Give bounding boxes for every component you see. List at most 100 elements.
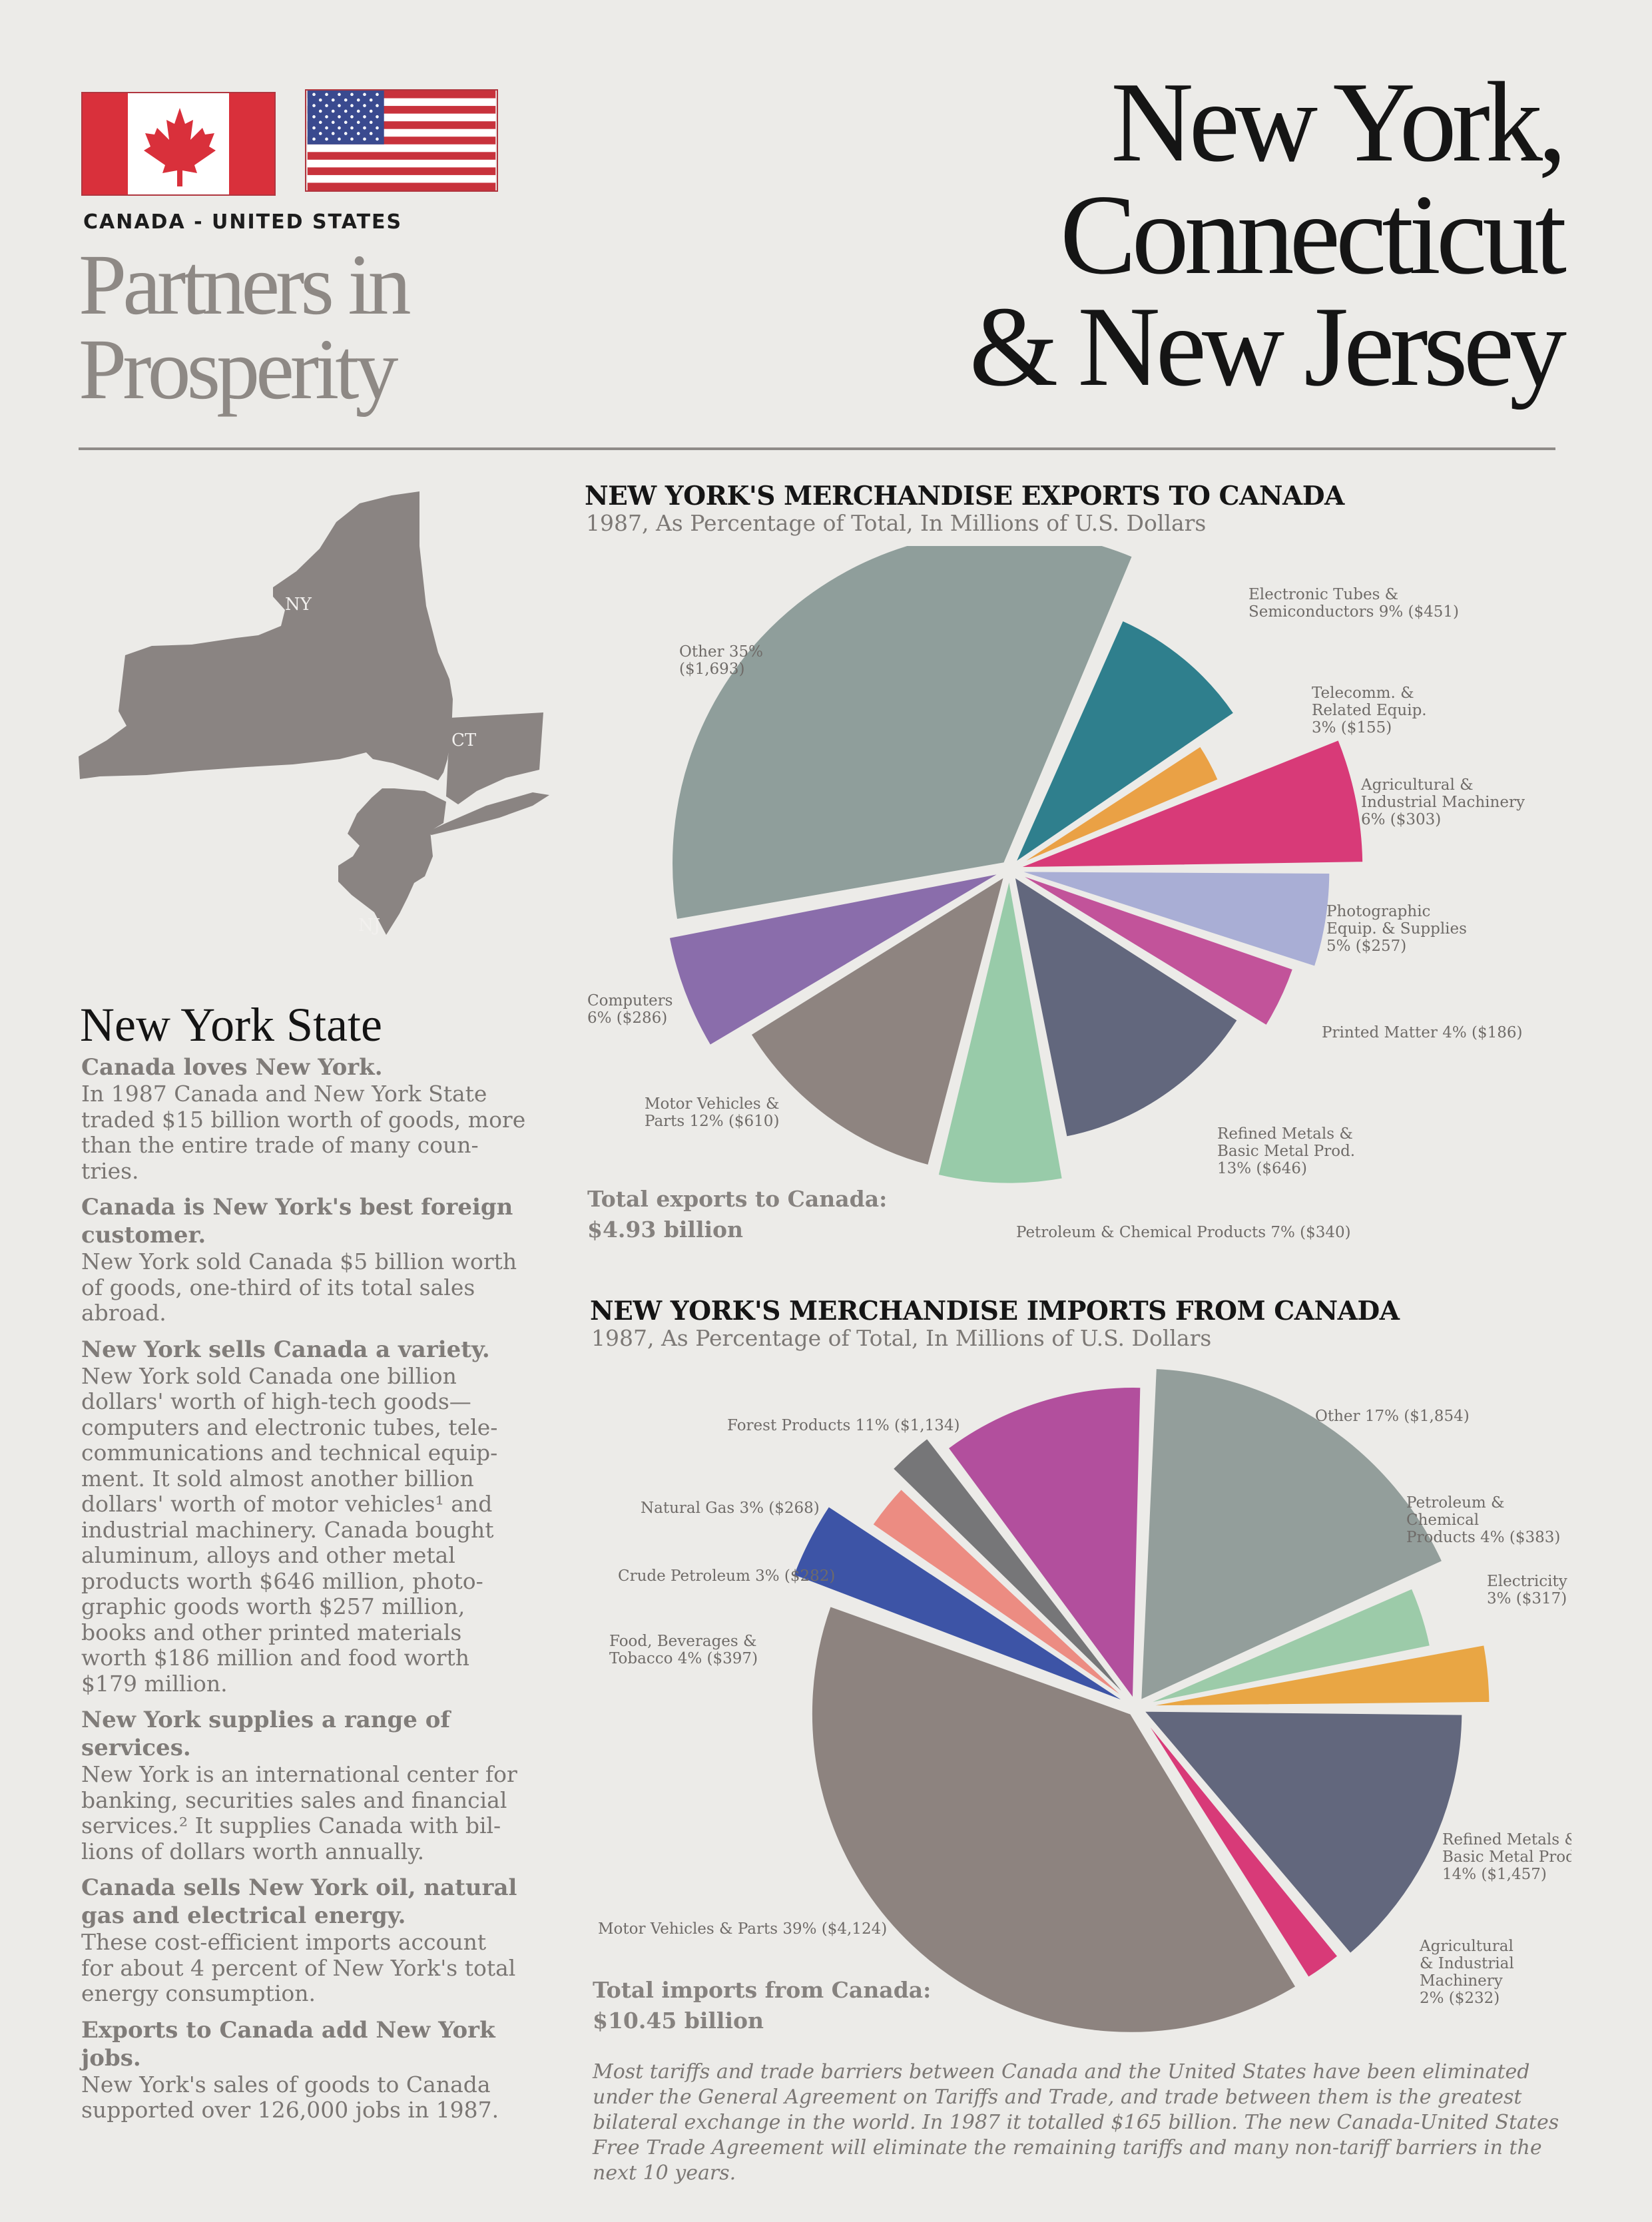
heading-line: Canada sells New York oil, natural bbox=[81, 1874, 517, 1901]
slice-label-line: Basic Metal Prod. bbox=[1217, 1143, 1355, 1160]
footnote-line: Free Trade Agreement will eliminate the … bbox=[593, 2136, 1542, 2159]
slice-label-line: Related Equip. bbox=[1312, 702, 1427, 719]
pie-slice-petroleum-chemical-products bbox=[936, 877, 1065, 1185]
imports-total-label: Total imports from Canada: bbox=[593, 1977, 932, 2003]
pie-slice-refined-metals-basic-metal-prod bbox=[1012, 874, 1240, 1139]
heading-line: New York sells Canada a variety. bbox=[81, 1336, 490, 1363]
map-label-nj: NJ bbox=[358, 916, 380, 936]
slice-label-line: 3% ($155) bbox=[1312, 719, 1392, 736]
slice-label: Petroleum & Chemical Products 7% ($340) bbox=[1016, 1224, 1351, 1241]
slice-label: Refined Metals & Basic Metal Prod. 13% ($6… bbox=[1217, 1125, 1355, 1177]
exports-total-value: $4.93 billion bbox=[587, 1217, 744, 1243]
pie-slice-printed-matter bbox=[1016, 872, 1295, 1028]
slice-label-line: Products 4% ($383) bbox=[1406, 1529, 1560, 1546]
pie-slice-photographic-equip-supplies bbox=[1017, 870, 1332, 969]
slice-label: Other 17% ($1,854) bbox=[1315, 1408, 1470, 1425]
body-line: of goods, one-third of its total sales bbox=[81, 1274, 475, 1300]
long-island-shape bbox=[426, 792, 549, 835]
body-line: tries. bbox=[81, 1157, 139, 1184]
slice-label: Agricultural & Industrial Machinery 6% ($3… bbox=[1360, 776, 1525, 828]
maple-leaf-icon bbox=[144, 108, 216, 186]
body-line: communications and technical equip- bbox=[81, 1440, 498, 1466]
body-line: traded $15 billion worth of goods, more bbox=[81, 1106, 526, 1133]
body-line: New York sold Canada one billion bbox=[81, 1362, 457, 1389]
united-states-flag bbox=[305, 89, 498, 192]
body-line: aluminum, alloys and other metal bbox=[81, 1542, 455, 1568]
exports-total: Total exports to Canada: $4.93 billion bbox=[587, 1184, 887, 1245]
body-line: These cost-efficient imports account bbox=[81, 1929, 487, 1955]
left-column-text: Canada loves New York. In 1987 Canada and… bbox=[81, 1053, 561, 2123]
slice-label-line: Forest Products 11% ($1,134) bbox=[727, 1417, 960, 1434]
pie-slice-petroleum-chemical-products bbox=[1143, 1586, 1432, 1706]
slice-label-line: 6% ($286) bbox=[587, 1009, 667, 1027]
slice-label-line: 14% ($1,457) bbox=[1442, 1866, 1547, 1883]
slice-label-line: Motor Vehicles & bbox=[645, 1095, 780, 1113]
slice-label-line: Agricultural & bbox=[1360, 776, 1474, 794]
body-line: books and other printed materials bbox=[81, 1619, 462, 1645]
imports-pie-chart: Other 17% ($1,854) Petroleum & Chemical Pro… bbox=[598, 1366, 1571, 2034]
body-line: products worth $646 million, photo- bbox=[81, 1567, 483, 1594]
slice-label-line: 2% ($232) bbox=[1420, 1990, 1500, 2007]
connecticut-shape bbox=[446, 712, 543, 804]
paragraph-body: In 1987 Canada and New York State traded … bbox=[81, 1081, 561, 1184]
pie-slice-forest-products bbox=[946, 1386, 1143, 1703]
body-line: for about 4 percent of New York's total bbox=[81, 1954, 516, 1981]
body-line: supported over 126,000 jobs in 1987. bbox=[81, 2097, 499, 2123]
body-line: computers and electronic tubes, tele- bbox=[81, 1414, 498, 1440]
slice-label: Agricultural & Industrial Machinery 2% ($23… bbox=[1419, 1938, 1514, 2007]
slice-label: Printed Matter 4% ($186) bbox=[1322, 1024, 1522, 1041]
body-line: abroad. bbox=[81, 1300, 166, 1326]
body-line: than the entire trade of many coun- bbox=[81, 1132, 479, 1158]
body-line: New York is an international center for bbox=[81, 1761, 517, 1787]
pie-slice-motor-vehicles-parts bbox=[748, 874, 1007, 1167]
pie-slice-other bbox=[1139, 1366, 1444, 1703]
slice-label-line: Electricity bbox=[1487, 1573, 1567, 1590]
pie-slice-other bbox=[671, 546, 1135, 922]
slice-label-line: Other 35% bbox=[679, 643, 763, 661]
body-line: $179 million. bbox=[81, 1670, 228, 1697]
state-map: NY CT NJ bbox=[79, 491, 549, 936]
body-line: worth $186 million and food worth bbox=[81, 1645, 469, 1671]
paragraph-heading: New York sells Canada a variety. bbox=[81, 1336, 561, 1364]
slice-label-line: & Industrial bbox=[1420, 1955, 1514, 1972]
paragraph-heading: Canada loves New York. bbox=[81, 1053, 561, 1081]
slice-label: Food, Beverages & Tobacco 4% ($397) bbox=[609, 1633, 758, 1667]
header-divider bbox=[79, 447, 1555, 450]
footnote-line: bilateral exchange in the world. In 1987… bbox=[593, 2111, 1559, 2134]
slice-label: Natural Gas 3% ($268) bbox=[641, 1500, 820, 1517]
slice-label-line: Photographic bbox=[1326, 903, 1430, 920]
footnote-line: under the General Agreement on Tariffs a… bbox=[593, 2085, 1522, 2109]
heading-line: Exports to Canada add New York bbox=[81, 2016, 495, 2044]
body-line: banking, securities sales and financial bbox=[81, 1787, 507, 1813]
body-line: In 1987 Canada and New York State bbox=[81, 1081, 487, 1107]
heading-line: services. bbox=[81, 1735, 191, 1761]
body-line: lions of dollars worth annually. bbox=[81, 1838, 425, 1864]
imports-chart-subtitle: 1987, As Percentage of Total, In Million… bbox=[591, 1325, 1212, 1351]
imports-chart-title: NEW YORK'S MERCHANDISE IMPORTS FROM CANA… bbox=[590, 1296, 1400, 1326]
slice-label-line: 13% ($646) bbox=[1217, 1160, 1307, 1177]
paragraph-body: These cost-efficient imports account for … bbox=[81, 1929, 561, 2007]
slice-label-line: Motor Vehicles & Parts 39% ($4,124) bbox=[598, 1920, 887, 1938]
slice-label: Other 35% ($1,693) bbox=[679, 643, 763, 678]
slice-label-line: Machinery bbox=[1420, 1972, 1503, 1990]
slice-label: Crude Petroleum 3% ($282) bbox=[618, 1567, 835, 1585]
heading-line: gas and electrical energy. bbox=[81, 1902, 406, 1929]
slice-label-line: Crude Petroleum 3% ($282) bbox=[618, 1567, 835, 1585]
body-line: New York sold Canada $5 billion worth bbox=[81, 1249, 517, 1274]
pie-slice-electricity bbox=[1143, 1643, 1492, 1708]
title-line-1: New York, bbox=[1111, 59, 1567, 186]
eyebrow-label: CANADA - UNITED STATES bbox=[83, 210, 403, 234]
heading-line: Canada is New York's best foreign bbox=[81, 1194, 513, 1221]
pie-slice-agricultural-industrial-machinery bbox=[1139, 1713, 1340, 1980]
pie-slice-computers bbox=[667, 871, 1003, 1047]
slice-label-line: Semiconductors 9% ($451) bbox=[1248, 603, 1459, 621]
imports-total-value: $10.45 billion bbox=[593, 2008, 764, 2034]
paragraph-body: New York sold Canada one billion dollars'… bbox=[81, 1362, 561, 1697]
new-jersey-shape bbox=[338, 788, 446, 935]
slice-label-line: ($1,693) bbox=[679, 661, 744, 678]
body-line: energy consumption. bbox=[81, 1980, 316, 2006]
pie-slice-motor-vehicles-parts bbox=[810, 1604, 1298, 2034]
slice-label: Electricity 3% ($317) bbox=[1487, 1573, 1567, 1607]
slice-label-line: Parts 12% ($610) bbox=[645, 1113, 779, 1130]
slice-label-line: Electronic Tubes & bbox=[1248, 586, 1398, 603]
